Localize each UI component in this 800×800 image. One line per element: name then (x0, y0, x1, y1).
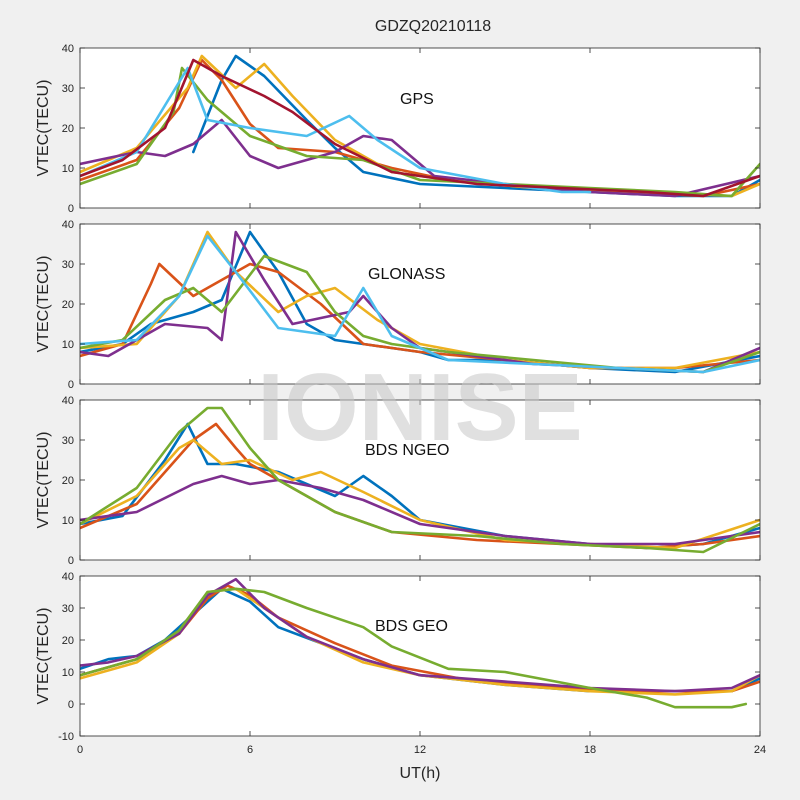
series-line-7 (80, 58, 760, 198)
y-tick-label: 20 (62, 123, 74, 135)
watermark: IONISE (257, 354, 582, 461)
panels-group: 0 10 20 30 40 VTEC(TECU) GPS 0 10 20 30 40 VTEC(TECU… (35, 43, 766, 756)
y-tick-label: -10 (58, 731, 74, 743)
x-tick-label: 24 (754, 744, 766, 756)
series-line-6 (80, 66, 592, 194)
y-tick-label: 0 (68, 699, 74, 711)
y-tick-label: 40 (62, 571, 74, 583)
series-group (80, 230, 760, 374)
y-tick-label: 20 (62, 635, 74, 647)
series-line-4 (80, 118, 760, 198)
panel-annotation: GLONASS (368, 266, 445, 283)
y-axis-label: VTEC(TECU) (35, 256, 52, 353)
y-tick-label: 30 (62, 259, 74, 271)
y-tick-label: 30 (62, 83, 74, 95)
y-tick-label: 30 (62, 435, 74, 447)
series-line-5 (80, 587, 748, 709)
panel-1: 0 10 20 30 40 VTEC(TECU) GPS (35, 43, 761, 215)
y-tick-label: 20 (62, 299, 74, 311)
figure-title: GDZQ20210118 (375, 18, 491, 35)
x-tick-label: 12 (414, 744, 426, 756)
series-line-5 (80, 254, 760, 374)
y-axis-label: VTEC(TECU) (35, 608, 52, 705)
y-tick-label: 0 (68, 203, 74, 215)
series-group (80, 54, 760, 198)
series-line-6 (80, 234, 760, 374)
x-tick-label: 6 (247, 744, 253, 756)
y-tick-label: 10 (62, 163, 74, 175)
y-tick-label: 30 (62, 603, 74, 615)
y-tick-label: 10 (62, 515, 74, 527)
y-tick-label: 0 (68, 555, 74, 567)
y-axis-label: VTEC(TECU) (35, 80, 52, 177)
y-tick-label: 0 (68, 379, 74, 391)
y-tick-label: 40 (62, 219, 74, 231)
y-tick-label: 40 (62, 43, 74, 55)
plot-area (80, 576, 760, 736)
y-tick-label: 20 (62, 475, 74, 487)
y-axis-label: VTEC(TECU) (35, 432, 52, 529)
y-tick-label: 40 (62, 395, 74, 407)
y-tick-label: 10 (62, 667, 74, 679)
panel-annotation: GPS (400, 91, 434, 108)
panel-3: 0 10 20 30 40 VTEC(TECU) BDS NGEO (35, 395, 761, 567)
series-group (80, 406, 760, 554)
series-line-5 (80, 406, 760, 554)
panel-annotation: BDS NGEO (365, 442, 449, 459)
plot-area (80, 224, 760, 384)
x-axis-label: UT(h) (400, 765, 441, 782)
series-line-4 (80, 474, 760, 546)
series-group (80, 577, 760, 709)
panel-annotation: BDS GEO (375, 618, 448, 635)
panel-2: 0 10 20 30 40 VTEC(TECU) GLONASS (35, 219, 761, 391)
y-tick-label: 10 (62, 339, 74, 351)
x-tick-label: 0 (77, 744, 83, 756)
x-tick-label: 18 (584, 744, 596, 756)
